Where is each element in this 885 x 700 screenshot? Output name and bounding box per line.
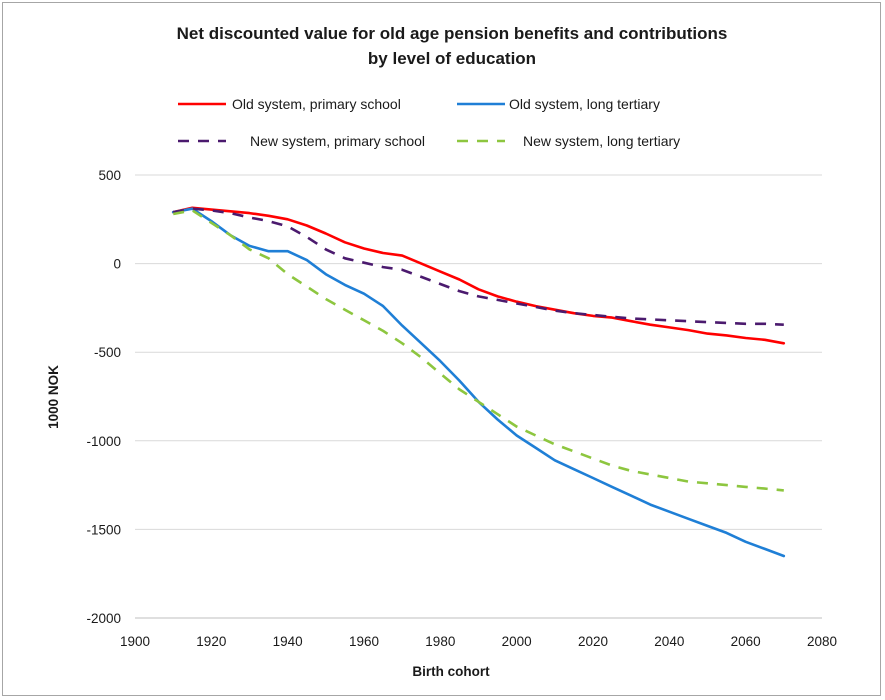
legend-label-2: New system, primary school [250, 133, 425, 149]
chart-title-line-2: by level of education [368, 49, 536, 68]
series-line-1 [171, 207, 786, 558]
x-tick-label-9: 2080 [807, 634, 837, 649]
x-axis-label: Birth cohort [412, 664, 490, 679]
x-tick-label-6: 2020 [578, 634, 608, 649]
x-tick-label-5: 2000 [502, 634, 532, 649]
x-tick-label-4: 1980 [425, 634, 455, 649]
y-tick-label-0: 500 [98, 168, 121, 183]
plot-lines [171, 206, 786, 558]
x-tick-label-7: 2040 [654, 634, 684, 649]
series-line-0 [171, 206, 786, 345]
y-tick-label-2: -500 [94, 345, 121, 360]
series-line-3 [172, 209, 784, 492]
series-line-2 [172, 207, 784, 326]
gridlines [135, 174, 822, 619]
chart-title-line-1: Net discounted value for old age pension… [177, 24, 728, 43]
legend-label-1: Old system, long tertiary [509, 96, 660, 112]
x-tick-label-1: 1920 [196, 634, 226, 649]
x-tick-label-0: 1900 [120, 634, 150, 649]
x-tick-label-2: 1940 [273, 634, 303, 649]
y-axis-label: 1000 NOK [46, 365, 61, 429]
legend: Old system, primary school Old system, lo… [178, 96, 680, 149]
y-axis-ticks: 500 0 -500 -1000 -1500 -2000 [86, 168, 121, 626]
legend-label-3: New system, long tertiary [523, 133, 680, 149]
y-tick-label-3: -1000 [86, 434, 121, 449]
legend-label-0: Old system, primary school [232, 96, 401, 112]
x-axis-ticks: 1900 1920 1940 1960 1980 2000 2020 2040 2060 2080 [120, 634, 837, 649]
y-tick-label-1: 0 [113, 257, 121, 272]
x-tick-label-3: 1960 [349, 634, 379, 649]
x-tick-label-8: 2060 [731, 634, 761, 649]
y-tick-label-4: -1500 [86, 522, 121, 537]
y-tick-label-5: -2000 [86, 611, 121, 626]
